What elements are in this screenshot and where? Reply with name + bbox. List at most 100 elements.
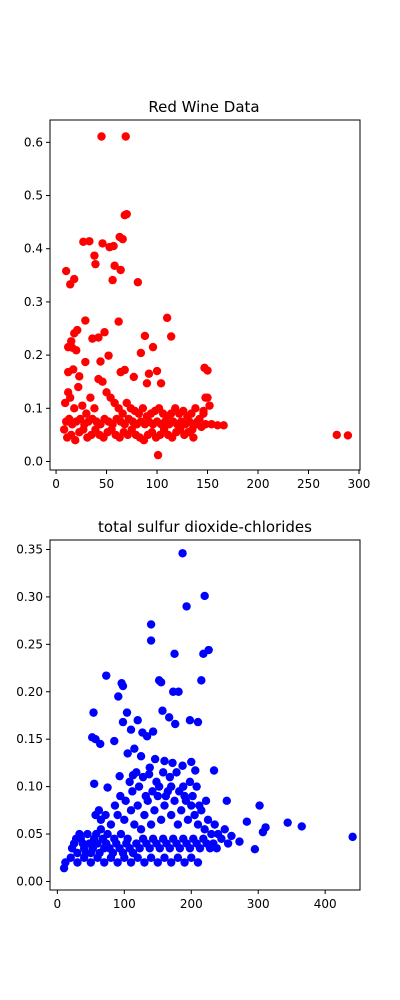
data-point [113,858,122,867]
y-tick-label: 0.00 [16,874,43,888]
data-point [179,782,188,791]
data-point [136,825,146,834]
data-point [166,782,176,791]
chart-title: total sulfur dioxide-chlorides [98,518,312,536]
data-point [191,766,200,775]
data-point [209,766,219,775]
x-tick-label: 150 [196,477,219,491]
data-point [133,716,142,725]
data-point [133,278,143,287]
data-point [223,839,233,848]
data-point [63,342,73,352]
y-tick-label: 0.15 [16,732,43,746]
data-point [193,820,203,829]
data-point [189,433,198,442]
data-point [66,393,75,402]
data-point [145,844,154,853]
data-point [81,316,90,325]
data-point [158,768,168,777]
data-point [140,810,149,820]
data-point [91,810,100,820]
data-point [79,237,88,247]
data-point [158,706,167,715]
data-point [191,404,200,413]
y-axis-ticks: 0.0 0.1 0.2 0.3 0.4 0.5 0.6 [24,135,50,468]
y-tick-label: 0.1 [24,401,43,415]
data-point [168,758,177,768]
data-point [144,369,154,378]
x-axis-ticks: 0 100 200 300 400 [54,890,337,911]
data-point [160,801,169,810]
data-point [255,801,264,810]
data-point [146,636,156,645]
data-point [258,827,268,837]
data-point [185,777,195,787]
data-point [70,404,79,413]
data-point [98,239,107,248]
data-point [97,132,106,141]
chart-title: Red Wine Data [148,98,259,116]
data-point [188,791,197,801]
data-point [114,317,123,326]
y-tick-label: 0.3 [24,295,43,309]
data-point [118,681,128,691]
data-point [79,853,89,862]
data-point [116,829,126,839]
data-point [220,825,229,834]
data-point [142,732,152,741]
data-point [166,332,176,341]
data-point [74,382,83,392]
data-point [91,259,100,269]
data-point [165,772,175,782]
data-point [170,649,179,659]
data-point [102,671,111,680]
data-point [212,844,221,853]
y-tick-label: 0.0 [24,454,43,468]
data-point [110,261,119,270]
data-point [203,815,213,825]
y-tick-label: 0.05 [16,827,43,841]
x-tick-label: 400 [314,897,337,911]
data-point [135,844,144,853]
y-tick-label: 0.30 [16,590,43,604]
data-point [133,853,142,862]
data-point [89,708,98,717]
data-point [89,779,99,788]
data-point [104,351,113,360]
data-point [199,649,208,659]
plot-frame [49,119,361,471]
data-point [187,757,196,767]
data-point [109,241,118,251]
data-point [332,430,341,440]
data-point [182,602,191,611]
data-point [126,725,136,734]
data-point [90,404,99,413]
data-point [201,796,211,806]
data-point [142,379,152,388]
data-point [126,806,136,815]
data-point [162,313,172,323]
y-tick-label: 0.20 [16,685,43,699]
scatter-points [59,132,353,460]
data-point [71,436,80,445]
data-point [67,844,77,853]
y-axis-ticks: 0.00 0.05 0.10 0.15 0.20 0.25 0.30 0.35 [16,542,50,888]
data-point [93,853,102,862]
data-point [82,409,91,418]
data-point [145,763,154,772]
data-point [178,761,187,770]
data-point [210,820,219,829]
data-point [235,837,244,846]
data-point [72,346,81,355]
data-point [160,756,169,766]
data-point [75,829,84,839]
data-point [207,829,216,839]
data-point [69,365,78,374]
data-point [146,820,156,829]
data-point [185,844,195,853]
data-point [120,853,129,862]
data-point [108,275,117,285]
data-point [118,234,127,244]
data-point [199,409,208,418]
